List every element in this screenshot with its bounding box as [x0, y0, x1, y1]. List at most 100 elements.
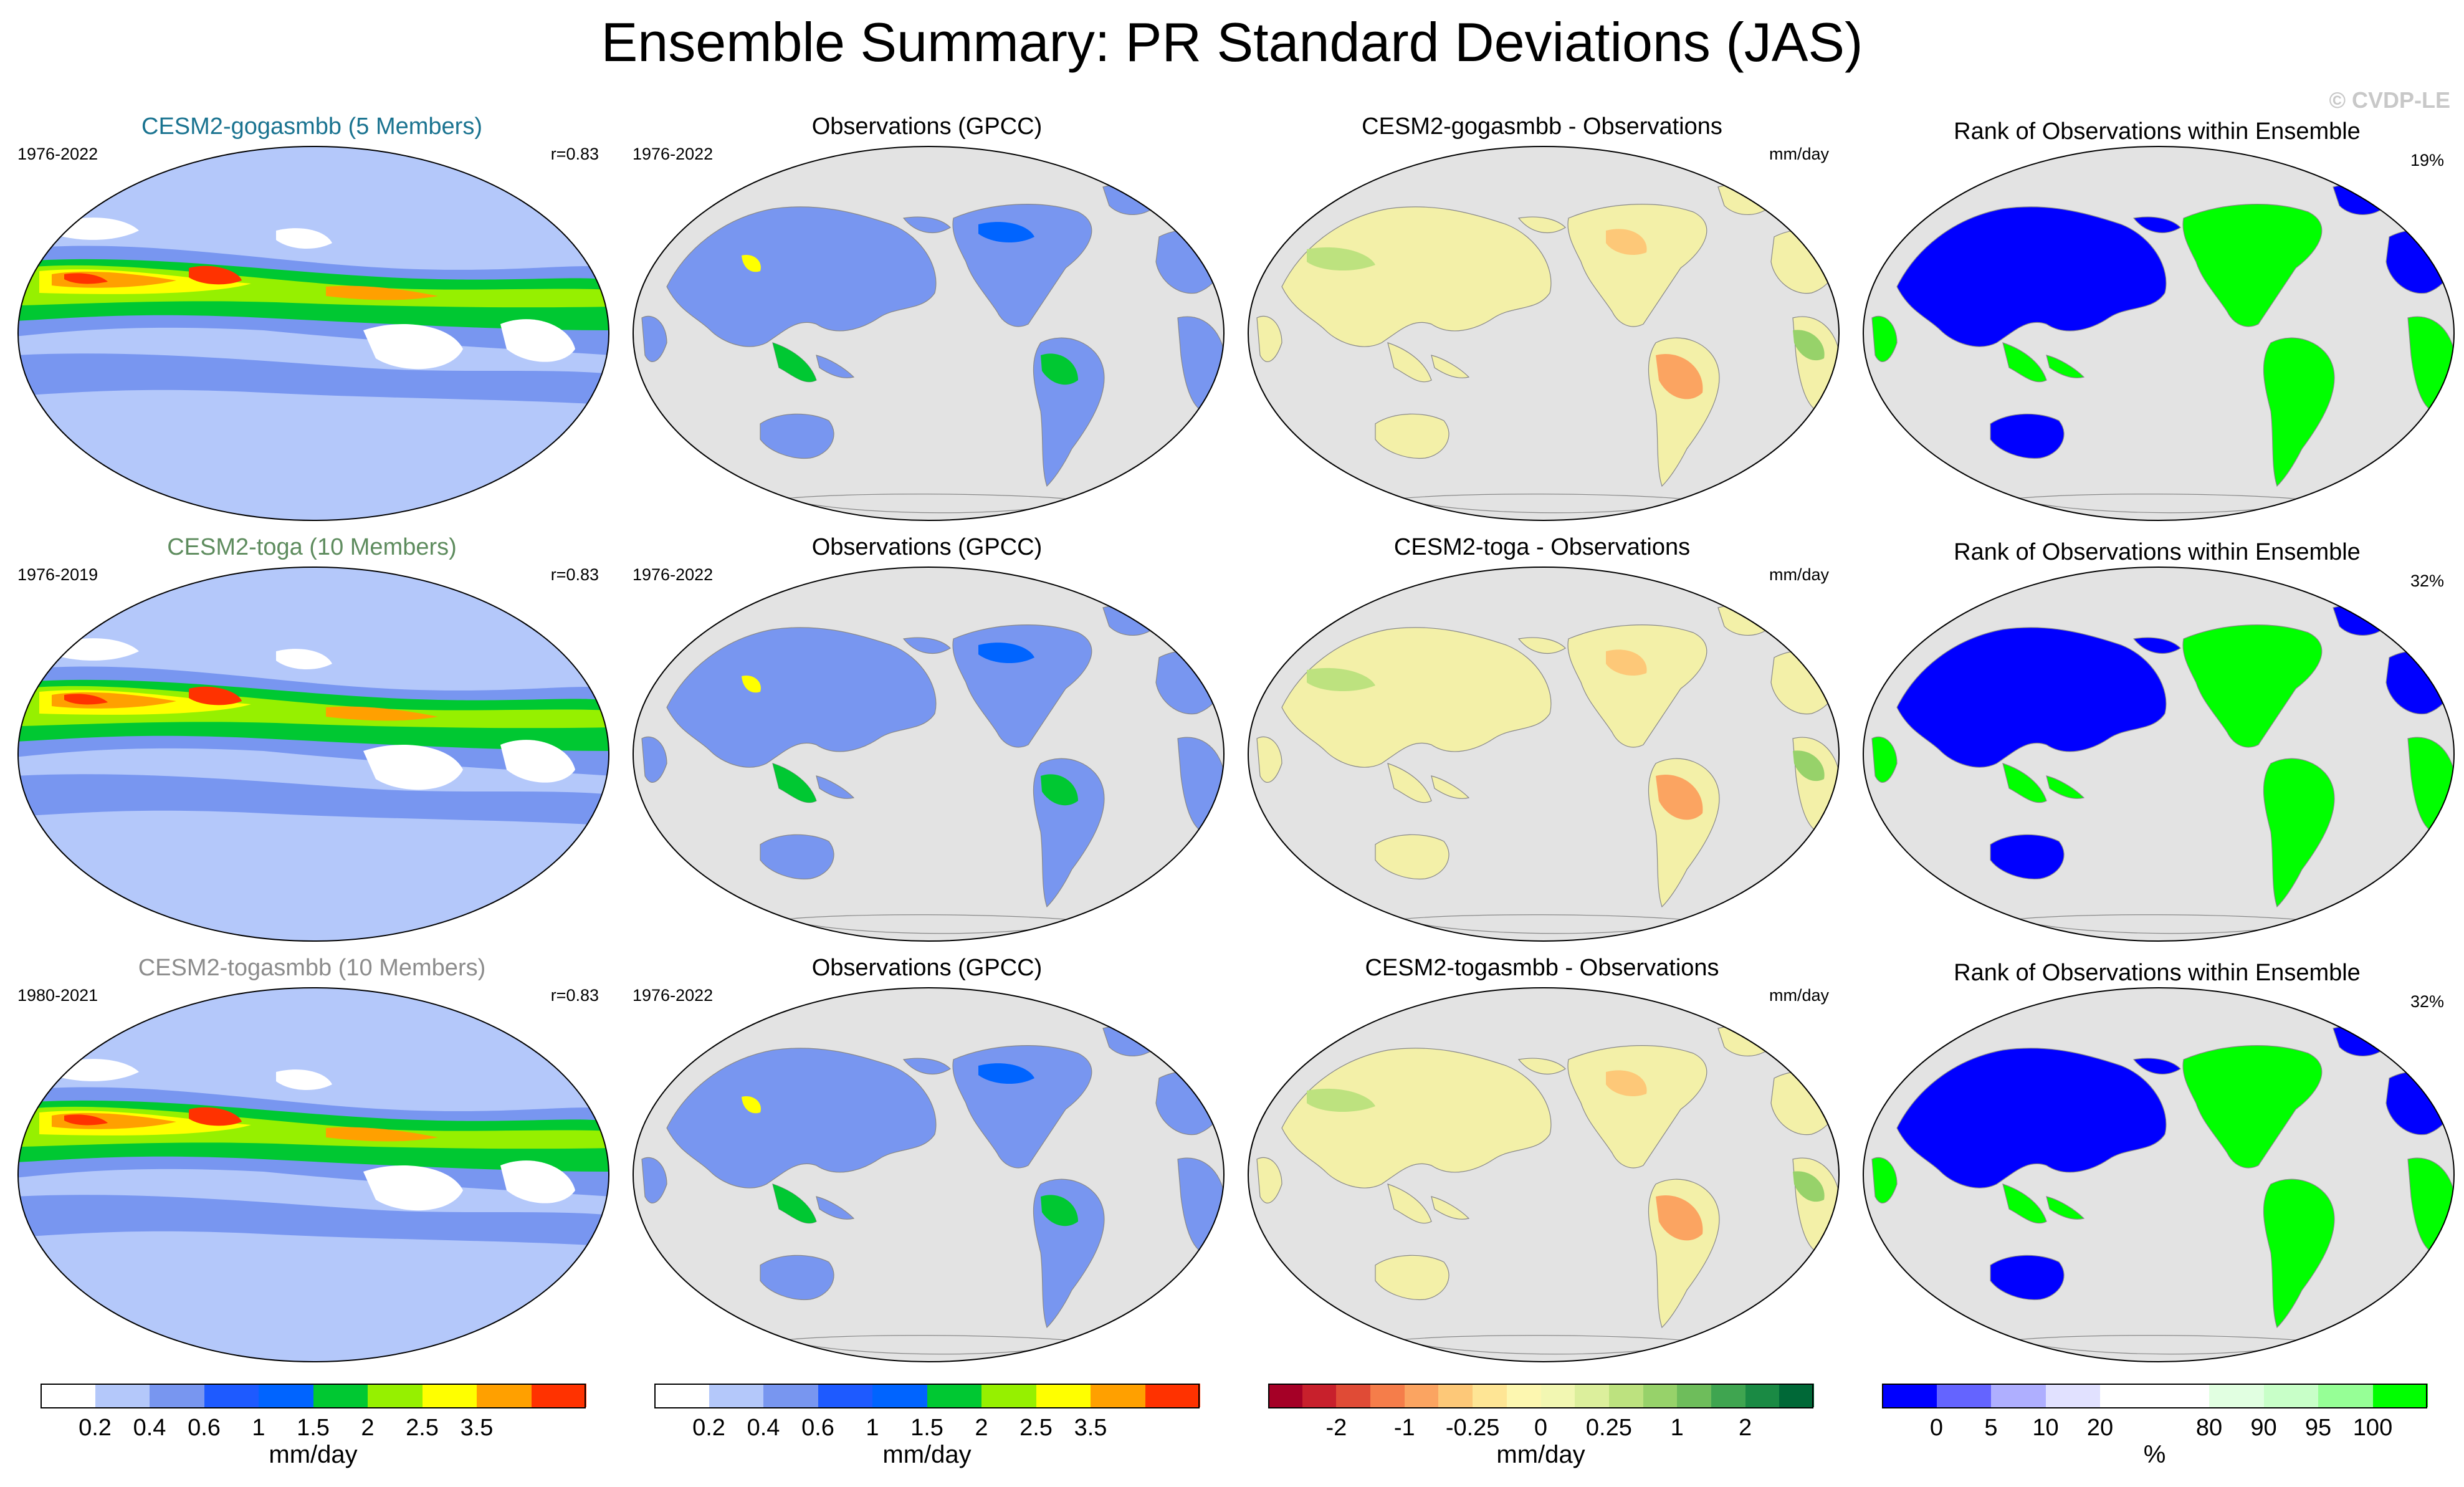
panel-rank-row3: Rank of Observations within Ensemble 32%: [1850, 954, 2464, 1371]
map-outline: [633, 567, 1225, 942]
continent-australia: [1990, 1255, 2065, 1301]
difference-patch: [1606, 229, 1647, 256]
colorbar-unit: mm/day: [1496, 1441, 1585, 1468]
colorbar-frame: [1882, 1384, 2427, 1408]
continent-australia: [1990, 834, 2065, 880]
colorbar-tick-label: 0.6: [801, 1415, 834, 1441]
map-outline: [1248, 567, 1840, 942]
obs-stddev-patch: [978, 222, 1034, 243]
continent-alaska: [902, 637, 951, 654]
panel-title: Observations (GPCC): [811, 113, 1043, 140]
colorbar-swatch: [368, 1384, 423, 1407]
panel-title: Rank of Observations within Ensemble: [1954, 539, 2361, 565]
colorbar-tick-label: 1: [1670, 1415, 1684, 1441]
map-rank: [1863, 567, 2455, 942]
colorbar-swatch: [477, 1384, 532, 1407]
continent-seasia: [1387, 763, 1470, 803]
panel-rank-row2: Rank of Observations within Ensemble 32%: [1850, 533, 2464, 950]
colorbar-tick-label: 0.25: [1585, 1415, 1632, 1441]
low-variance-region: [500, 740, 575, 783]
continent-asia: [1281, 206, 1552, 347]
map-outline: [633, 987, 1225, 1362]
map-obs: [633, 146, 1225, 521]
obs-stddev-patch: [1041, 774, 1078, 806]
continent-westafrica: [1256, 315, 1282, 362]
continent-asia: [1281, 1048, 1552, 1188]
continent-westafrica: [641, 315, 667, 362]
continent-alaska: [2132, 1058, 2181, 1074]
colorbar-swatch: [2154, 1384, 2210, 1407]
colorbar-tick-label: 3.5: [1074, 1415, 1107, 1441]
continent-westafrica: [1871, 1157, 1898, 1203]
colorbar-swatch: [1711, 1384, 1746, 1407]
low-variance-region: [276, 228, 332, 249]
continent-australia: [760, 413, 834, 459]
continent-namerica: [2182, 204, 2323, 327]
model-stddev-band: [64, 273, 108, 284]
period-label: 1976-2022: [633, 986, 714, 1005]
colorbar-tick-label: 2.5: [1020, 1415, 1053, 1441]
low-variance-region: [276, 649, 332, 670]
panel-title: Observations (GPCC): [811, 955, 1043, 981]
continent-westafrica: [1871, 315, 1898, 362]
panel-title: CESM2-toga - Observations: [1393, 534, 1691, 560]
map-diff: [1248, 567, 1840, 942]
panel-title: Rank of Observations within Ensemble: [1954, 960, 2361, 986]
period-label: 1976-2022: [633, 145, 714, 163]
colorbar-swatch: [2100, 1384, 2155, 1407]
difference-patch: [1606, 1070, 1647, 1097]
colorbar-tick-label: 2: [361, 1415, 375, 1441]
panel-diff-row2: CESM2-toga - Observations mm/day: [1235, 533, 1849, 950]
colorbar-swatch: [313, 1384, 368, 1407]
colorbar-swatch: [422, 1384, 477, 1407]
continent-asia: [666, 206, 937, 347]
cvdp-credit: © CVDP-LE: [2329, 87, 2450, 113]
colorbar-tick-label: 0.6: [188, 1415, 221, 1441]
low-variance-region: [363, 324, 463, 370]
panel-rank-row1: Rank of Observations within Ensemble 19%: [1850, 112, 2464, 530]
panel-title: CESM2-togasmbb (10 Members): [138, 955, 486, 981]
colorbar-swatch: [2372, 1384, 2428, 1407]
colorbar-tick-label: 0.4: [133, 1415, 166, 1441]
continent-samerica: [2263, 758, 2335, 908]
difference-patch: [1656, 354, 1703, 399]
colorbar-tick-label: 1.5: [910, 1415, 943, 1441]
obs-stddev-colorbar: [654, 1384, 1200, 1408]
colorbar-tick-label: 100: [2352, 1415, 2393, 1441]
colorbar-swatch: [1936, 1384, 1992, 1407]
obs-stddev-patch: [742, 676, 761, 693]
rank-percent: 32%: [2410, 992, 2444, 1011]
difference-patch: [1656, 775, 1703, 820]
colorbar-swatch: [1145, 1384, 1200, 1407]
colorbar-swatch: [1336, 1384, 1371, 1407]
colorbar-swatch: [1779, 1384, 1814, 1407]
colorbar-tick-label: 2: [975, 1415, 988, 1441]
panel-obs-row3: Observations (GPCC) 1976-2022: [620, 954, 1234, 1371]
colorbar-swatch: [41, 1384, 95, 1407]
continent-alaska: [1517, 1058, 1566, 1074]
colorbar-swatch: [2263, 1384, 2319, 1407]
colorbar-unit: mm/day: [269, 1441, 358, 1468]
model-stddev-band: [326, 706, 438, 721]
period-label: 1980-2021: [17, 986, 98, 1005]
colorbar-tick-label: 1: [866, 1415, 879, 1441]
colorbar-unit: mm/day: [882, 1441, 972, 1468]
panel-diff-row3: CESM2-togasmbb - Observations mm/day: [1235, 954, 1849, 1371]
colorbar-swatch: [1438, 1384, 1473, 1407]
obs-stddev-patch: [1041, 353, 1078, 385]
map-obs: [633, 987, 1225, 1362]
figure-title: Ensemble Summary: PR Standard Deviations…: [601, 11, 1863, 73]
colorbar-swatch: [2045, 1384, 2101, 1407]
obs-stddev-patch: [773, 763, 816, 803]
continent-namerica: [2182, 624, 2323, 748]
difference-patch: [1656, 1195, 1703, 1241]
colorbar-tick-label: 95: [2304, 1415, 2332, 1441]
colorbar-swatch: [1540, 1384, 1575, 1407]
model-stddev-band: [18, 1195, 609, 1246]
continent-asia: [1896, 206, 2167, 347]
colorbar-frame: [1268, 1384, 1813, 1408]
continent-seasia: [1387, 1183, 1470, 1224]
continent-alaska: [902, 1058, 951, 1074]
colorbar-swatch: [1404, 1384, 1439, 1407]
colorbar-tick-label: 0.4: [747, 1415, 780, 1441]
